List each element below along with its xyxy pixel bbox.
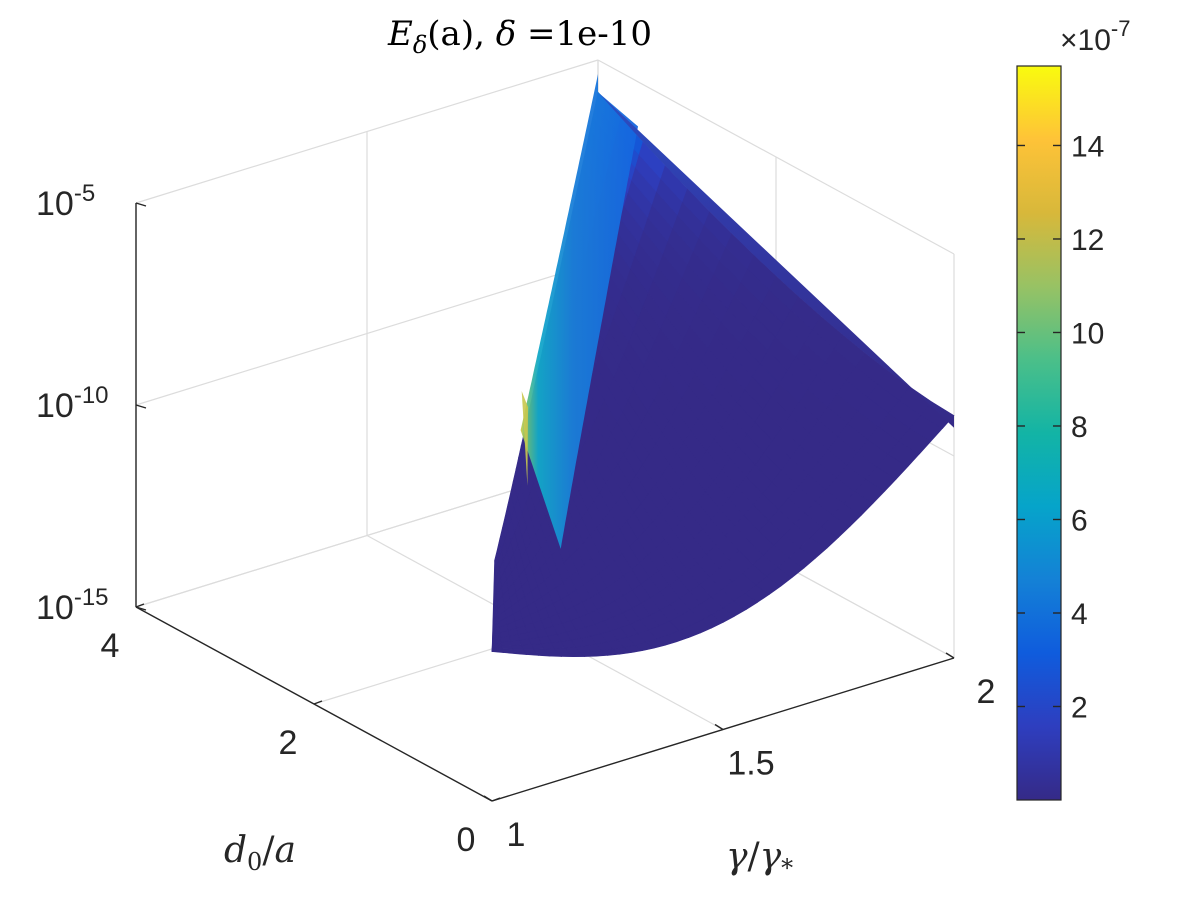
z-tick-label: 10-5: [36, 180, 95, 223]
x-tick: [945, 652, 955, 659]
sidewall-grid-z: [597, 59, 955, 255]
x-tick-label: 1.5: [727, 745, 774, 783]
xlabel-num: γ: [726, 836, 748, 877]
colorbar-tick-label: 6: [1071, 504, 1088, 537]
svg-text:d0/a: d0/a: [224, 830, 296, 876]
colorbar-tick-label: 10: [1071, 317, 1104, 350]
colorbar: 2 4 6 8 10 12 14 ×10-7: [1016, 16, 1130, 801]
title-after: (a),: [427, 14, 495, 54]
colorbar-multiplier-base: ×10: [1060, 24, 1111, 57]
xlabel-den: γ: [760, 836, 782, 877]
xlabel-den-sub: *: [781, 854, 793, 882]
y-tick-label: 0: [457, 821, 476, 859]
svg-text:Eδ(a), δ =1e-10: Eδ(a), δ =1e-10: [387, 14, 652, 59]
colorbar-tick-label: 2: [1071, 691, 1088, 724]
colorbar-tick-label: 8: [1071, 411, 1088, 444]
z-tick: [135, 606, 147, 611]
surface-patch: [512, 648, 526, 653]
svg-text:γ/γ*: γ/γ*: [726, 836, 793, 882]
y-tick-label: 4: [101, 627, 120, 665]
y-tick-label: 2: [279, 724, 298, 762]
z-tick-label: 10-10: [36, 382, 109, 425]
surface-patch: [501, 645, 514, 650]
colorbar-tick-label: 4: [1071, 598, 1088, 631]
colorbar-ticks: 2 4 6 8 10 12 14: [1017, 130, 1104, 724]
surface-side-face: [598, 92, 954, 428]
title-delta: δ: [496, 14, 516, 54]
chart-title: Eδ(a), δ =1e-10: [387, 14, 652, 59]
z-tick-label: 10-15: [36, 584, 109, 627]
colorbar-fill: [1016, 65, 1062, 801]
z-tick: [135, 404, 147, 409]
ylabel-den: a: [274, 830, 295, 871]
surface-peak: [521, 391, 528, 486]
surface-ridge: [520, 74, 638, 549]
colorbar-multiplier-exp: -7: [1111, 16, 1131, 41]
title-prefix: E: [387, 14, 413, 54]
colorbar-tick-label: 12: [1071, 224, 1104, 257]
z-tick: [135, 202, 147, 207]
y-tick: [313, 700, 323, 705]
axes: 1 1.5 2 0 2 410-15 10-10 10-5: [36, 180, 995, 859]
title-sub: δ: [413, 31, 427, 59]
colorbar-tick-label: 14: [1071, 130, 1104, 163]
colorbar-multiplier: ×10-7: [1060, 16, 1130, 57]
title-value: 1e-10: [555, 14, 652, 54]
backwall-grid-z: [135, 261, 599, 406]
x-tick: [483, 795, 493, 802]
y-tick: [135, 603, 145, 608]
x-axis-label: γ/γ*: [726, 836, 793, 882]
surface: [491, 74, 955, 658]
title-eq: =: [516, 14, 555, 54]
x-tick-label: 2: [977, 673, 996, 711]
x-tick: [714, 723, 724, 731]
ylabel-num-sub: 0: [247, 848, 262, 876]
y-axis-label: d0/a: [224, 830, 296, 876]
y-tick: [491, 797, 501, 802]
ylabel-num: d: [224, 830, 247, 871]
x-tick-label: 1: [507, 816, 526, 854]
backwall-grid-z: [135, 59, 599, 204]
